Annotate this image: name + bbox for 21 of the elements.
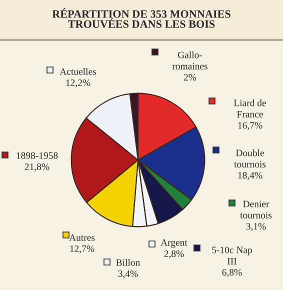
- legend-label: Autres: [69, 234, 95, 241]
- data-label: 12,7%: [70, 245, 94, 254]
- legend-label: Actuelles: [60, 68, 96, 75]
- chart-title: RÉPARTITION DE 353 MONNAIES TROUVÉES DANS LES BOIS: [52, 8, 230, 28]
- data-label: 21,8%: [24, 163, 50, 172]
- legend-label: 5-10c Nap III: [212, 246, 252, 264]
- legend-label: Liard de France: [234, 99, 266, 118]
- data-label: 2%: [184, 74, 196, 81]
- data-label: 18,4%: [238, 172, 262, 180]
- data-label: 3,4%: [118, 270, 138, 278]
- data-label: 6,8%: [222, 269, 242, 278]
- data-label: 16,7%: [238, 122, 262, 130]
- legend-label: Gallo- romaines: [172, 51, 208, 70]
- data-label: 2,8%: [164, 250, 184, 258]
- legend-label: Billon: [116, 259, 140, 266]
- data-label: 3,1%: [246, 223, 266, 232]
- legend-label: Argent: [160, 239, 188, 248]
- legend-label: 1898-1958: [16, 152, 58, 159]
- data-label: 12,2%: [66, 79, 90, 88]
- legend-label: Double tournois: [234, 149, 266, 168]
- legend-label: Denier tournois: [240, 200, 272, 218]
